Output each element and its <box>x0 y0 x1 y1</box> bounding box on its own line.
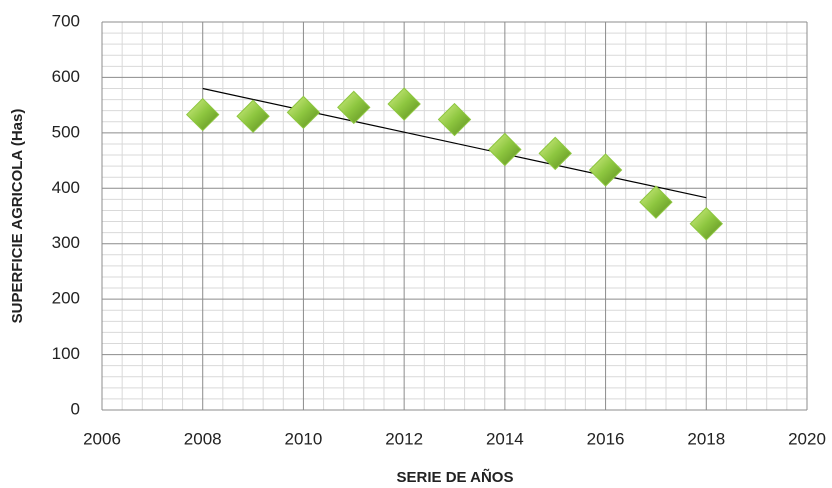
y-tick-label: 600 <box>52 67 80 86</box>
data-point <box>437 102 472 137</box>
data-point <box>689 207 723 241</box>
x-tick-label: 2020 <box>788 429 826 448</box>
x-tick-label: 2010 <box>285 429 323 448</box>
trendline <box>202 87 707 199</box>
data-point <box>639 185 673 219</box>
data-point <box>538 136 572 171</box>
x-tick-label: 2016 <box>587 429 625 448</box>
data-point <box>286 95 321 130</box>
y-tick-label: 300 <box>52 233 80 252</box>
data-point <box>588 153 623 187</box>
x-tick-label: 2012 <box>385 429 423 448</box>
data-point <box>387 87 421 121</box>
data-point <box>337 90 371 125</box>
x-tick-label: 2014 <box>486 429 524 448</box>
data-point <box>488 132 522 167</box>
y-tick-label: 0 <box>71 399 80 418</box>
data-point <box>186 97 220 132</box>
x-tick-label: 2008 <box>184 429 222 448</box>
y-axis-title: SUPERFICIE AGRICOLA (Has) <box>9 109 26 324</box>
data-point <box>236 99 270 133</box>
y-tick-label: 200 <box>52 289 80 308</box>
x-tick-label: 2006 <box>83 429 121 448</box>
y-tick-label: 700 <box>52 11 80 30</box>
x-tick-label: 2018 <box>687 429 725 448</box>
y-tick-label: 100 <box>52 344 80 363</box>
y-tick-label: 500 <box>52 122 80 141</box>
y-tick-label: 400 <box>52 178 80 197</box>
x-axis-title: SERIE DE AÑOS <box>397 468 514 486</box>
